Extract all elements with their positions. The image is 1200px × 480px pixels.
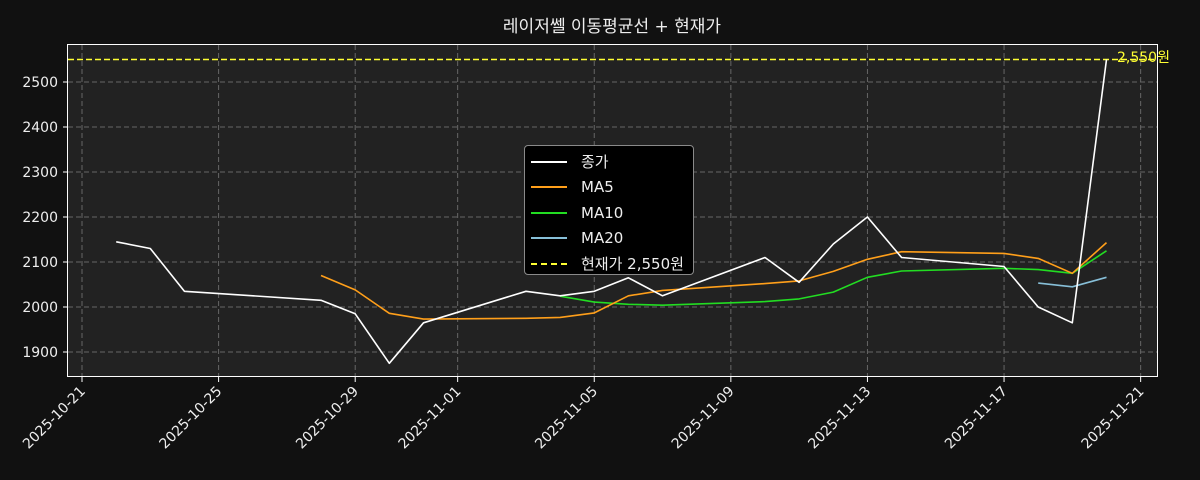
legend-label: 현재가 2,550원 [581,255,684,274]
x-tick-label: 2025-11-09 [669,384,738,453]
y-tick-label: 2200 [22,210,58,226]
legend-item-ma20: MA20 [531,226,693,252]
series-line-0 [116,59,1108,365]
legend-item-ma10: MA10 [531,200,693,226]
x-tick-label: 2025-11-01 [396,384,465,453]
legend-label: MA10 [581,203,624,222]
y-tick-label: 2300 [22,165,58,181]
legend-item-ma5: MA5 [531,175,693,201]
chart-title: 레이저쎌 이동평균선 + 현재가 [502,17,722,37]
legend: 종가 MA5 MA10 MA20 현재가 2,550원 [524,145,694,275]
y-tick-label: 2100 [22,255,58,271]
legend-swatch-ma10 [531,211,567,214]
legend-label: MA20 [581,229,624,248]
y-tick-label: 2400 [22,120,58,136]
legend-swatch-close [531,160,567,163]
y-tick-label: 2000 [22,300,58,316]
legend-swatch-ma20 [531,237,567,240]
legend-swatch-current-price [531,262,567,265]
legend-swatch-ma5 [531,186,567,189]
series-line-3 [1038,276,1107,288]
series-line-1 [320,242,1108,320]
x-tick-label: 2025-11-17 [942,384,1011,453]
series-line-2 [559,250,1107,307]
x-tick-label: 2025-11-05 [532,384,601,453]
x-tick-label: 2025-10-29 [293,384,362,453]
legend-item-close: 종가 [531,149,693,175]
x-tick-label: 2025-11-21 [1079,384,1148,453]
x-axis-ticks: 2025-10-21 2025-10-25 2025-10-29 2025-11-01… [20,377,1148,453]
current-price-annotation: 2,550원 [1117,50,1170,66]
y-tick-label: 2500 [22,75,58,91]
legend-label: 종가 [581,153,609,172]
legend-label: MA5 [581,178,614,197]
x-tick-label: 2025-11-13 [805,384,874,453]
x-tick-label: 2025-10-25 [157,384,226,453]
data-lines [68,58,1157,365]
y-axis-ticks: 1900 2000 2100 2200 2300 2400 2500 [22,75,67,361]
y-tick-label: 1900 [22,345,58,361]
x-tick-label: 2025-10-21 [20,384,89,453]
legend-item-current-price: 현재가 2,550원 [531,251,693,277]
